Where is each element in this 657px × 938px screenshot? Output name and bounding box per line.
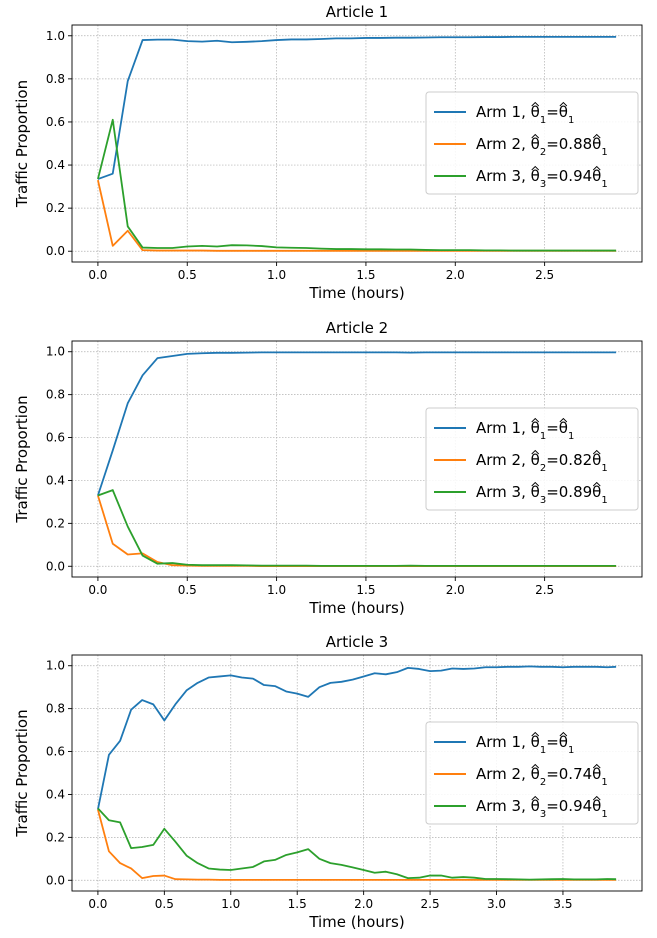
y-tick-label: 0.4 bbox=[46, 473, 65, 487]
chart-3: 0.0 0.5 1.0 1.5 2.0 2.5 3.0 3.5 0.0 0.2 0.4 0.6 0.8 1… bbox=[13, 633, 643, 931]
x-tick-label: 1.0 bbox=[267, 583, 286, 597]
y-tick-label: 0.6 bbox=[46, 745, 65, 759]
x-tick-label: 0.5 bbox=[155, 897, 174, 911]
y-tick-label: 0.6 bbox=[46, 431, 65, 445]
series-line-arm-3 bbox=[97, 489, 617, 567]
chart-title: Article 3 bbox=[326, 633, 388, 651]
plot-frame bbox=[71, 340, 643, 578]
theta-hat-mark bbox=[559, 417, 568, 423]
series-line-arm-1 bbox=[97, 665, 617, 810]
plot-frame bbox=[71, 654, 643, 892]
x-tick-label: 1.0 bbox=[267, 268, 286, 282]
x-tick-label: 0.0 bbox=[88, 583, 107, 597]
legend-label-arm-2: Arm 2, θ2=0.82θ1 bbox=[476, 451, 608, 474]
theta-hat-mark bbox=[592, 165, 601, 171]
y-axis-label: Traffic Proportion bbox=[13, 80, 31, 208]
y-tick-label: 0.0 bbox=[46, 244, 65, 258]
y-tick-label: 0.4 bbox=[46, 158, 65, 172]
theta-hat-mark bbox=[531, 133, 540, 139]
x-axis-label: Time (hours) bbox=[308, 599, 404, 617]
x-tick-label: 1.5 bbox=[356, 583, 375, 597]
legend-label-arm-1: Arm 1, θ1=θ1 bbox=[476, 419, 574, 442]
legend: Arm 1, θ1=θ1 Arm 2, θ2=0.88θ1 Arm 3, θ3=0.… bbox=[425, 91, 639, 195]
series-line-arm-1 bbox=[97, 351, 617, 496]
legend-box bbox=[425, 91, 639, 195]
theta-hat-mark bbox=[559, 731, 568, 737]
plot-frame bbox=[71, 24, 643, 263]
y-tick-label: 0.2 bbox=[46, 516, 65, 530]
theta-hat-mark bbox=[531, 795, 540, 801]
theta-hat-mark bbox=[592, 449, 601, 455]
theta-hat-mark bbox=[531, 165, 540, 171]
series-line-arm-3 bbox=[97, 118, 617, 252]
x-tick-label: 0.5 bbox=[178, 583, 197, 597]
theta-hat-mark bbox=[592, 133, 601, 139]
x-tick-label: 1.5 bbox=[356, 268, 375, 282]
series-line-arm-3 bbox=[97, 807, 617, 881]
y-tick-label: 1.0 bbox=[46, 659, 65, 673]
theta-hat-mark bbox=[531, 481, 540, 487]
x-tick-label: 0.5 bbox=[178, 268, 197, 282]
theta-hat-mark bbox=[592, 763, 601, 769]
x-tick-label: 2.0 bbox=[446, 268, 465, 282]
x-axis-label: Time (hours) bbox=[308, 284, 404, 302]
chart-title: Article 2 bbox=[326, 319, 388, 337]
y-tick-label: 1.0 bbox=[46, 345, 65, 359]
y-tick-label: 0.0 bbox=[46, 873, 65, 887]
x-tick-label: 2.5 bbox=[535, 268, 554, 282]
x-axis-label: Time (hours) bbox=[308, 913, 404, 931]
chart-2: 0.0 0.5 1.0 1.5 2.0 2.5 0.0 0.2 0.4 0.6 0.8 1.0 Arti… bbox=[13, 319, 643, 617]
y-tick-label: 0.0 bbox=[46, 559, 65, 573]
legend-label-arm-2: Arm 2, θ2=0.74θ1 bbox=[476, 765, 608, 788]
theta-hat-mark bbox=[592, 795, 601, 801]
x-tick-label: 2.5 bbox=[421, 897, 440, 911]
y-tick-label: 0.8 bbox=[46, 702, 65, 716]
x-tick-label: 2.0 bbox=[446, 583, 465, 597]
theta-hat-mark bbox=[592, 481, 601, 487]
y-tick-label: 0.2 bbox=[46, 830, 65, 844]
theta-hat-mark bbox=[531, 449, 540, 455]
legend-box bbox=[425, 721, 639, 825]
x-tick-label: 2.0 bbox=[354, 897, 373, 911]
chart-1: 0.0 0.5 1.0 1.5 2.0 2.5 0.0 0.2 0.4 0.6 0.8 1.0 Arti… bbox=[13, 3, 643, 302]
y-tick-label: 0.6 bbox=[46, 115, 65, 129]
legend-label-arm-1: Arm 1, θ1=θ1 bbox=[476, 103, 574, 126]
legend-box bbox=[425, 407, 639, 511]
y-tick-label: 0.2 bbox=[46, 201, 65, 215]
x-tick-label: 0.0 bbox=[88, 897, 107, 911]
theta-hat-mark bbox=[531, 101, 540, 107]
y-axis-label: Traffic Proportion bbox=[13, 709, 31, 837]
x-tick-label: 3.5 bbox=[553, 897, 572, 911]
y-tick-label: 1.0 bbox=[46, 29, 65, 43]
x-tick-label: 1.5 bbox=[288, 897, 307, 911]
legend: Arm 1, θ1=θ1 Arm 2, θ2=0.82θ1 Arm 3, θ3=0.… bbox=[425, 407, 639, 511]
legend-label-arm-1: Arm 1, θ1=θ1 bbox=[476, 733, 574, 756]
y-tick-label: 0.4 bbox=[46, 787, 65, 801]
x-tick-label: 1.0 bbox=[221, 897, 240, 911]
theta-hat-mark bbox=[531, 417, 540, 423]
theta-hat-mark bbox=[531, 731, 540, 737]
y-tick-label: 0.8 bbox=[46, 72, 65, 86]
chart-title: Article 1 bbox=[326, 3, 388, 21]
y-axis-label: Traffic Proportion bbox=[13, 395, 31, 523]
legend: Arm 1, θ1=θ1 Arm 2, θ2=0.74θ1 Arm 3, θ3=0.… bbox=[425, 721, 639, 825]
theta-hat-mark bbox=[559, 101, 568, 107]
x-tick-label: 2.5 bbox=[535, 583, 554, 597]
legend-label-arm-2: Arm 2, θ2=0.88θ1 bbox=[476, 135, 608, 158]
legend-label-arm-3: Arm 3, θ3=0.94θ1 bbox=[476, 167, 608, 190]
legend-label-arm-3: Arm 3, θ3=0.94θ1 bbox=[476, 797, 608, 820]
x-tick-label: 0.0 bbox=[88, 268, 107, 282]
y-tick-label: 0.8 bbox=[46, 388, 65, 402]
x-tick-label: 3.0 bbox=[487, 897, 506, 911]
legend-label-arm-3: Arm 3, θ3=0.89θ1 bbox=[476, 483, 608, 506]
series-line-arm-1 bbox=[97, 35, 617, 180]
theta-hat-mark bbox=[531, 763, 540, 769]
